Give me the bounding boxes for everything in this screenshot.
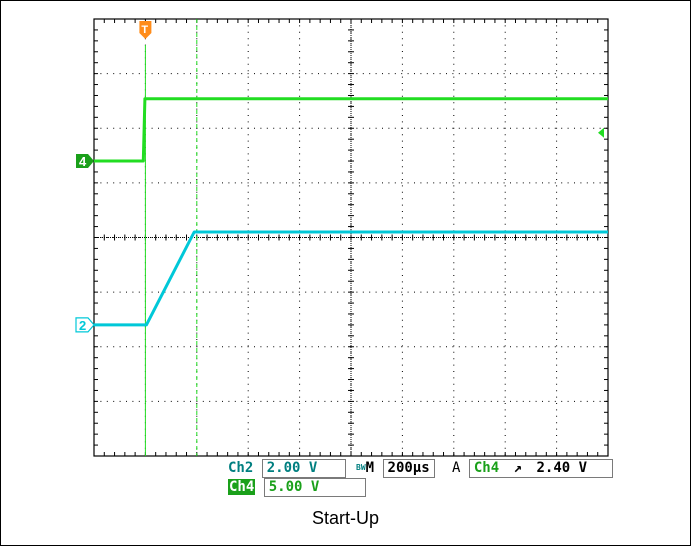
bw-icon: BW	[356, 463, 366, 472]
ch4-ground-marker	[76, 154, 94, 169]
trigger-level: 2.40 V	[536, 460, 588, 476]
timebase-value: 200µs	[382, 459, 435, 478]
ch2-ground-marker	[75, 317, 95, 333]
ch2-readout: Ch2 2.00 V	[228, 459, 346, 478]
graticule-grid	[93, 18, 609, 457]
trigger-box: Ch4 ↗ 2.40 V	[468, 459, 613, 478]
trigger-readout: A Ch4 ↗ 2.40 V	[452, 459, 613, 478]
ch4-label: Ch4	[228, 479, 256, 495]
a-label: A	[452, 460, 461, 476]
trace-ch2	[94, 230, 608, 327]
trigger-level-arrow	[598, 127, 604, 138]
figure-caption: Start-Up	[311, 508, 380, 528]
trigger-source: Ch4	[473, 460, 500, 476]
ch4-scale: 5.00 V	[263, 478, 366, 497]
trigger-marker-label: T	[141, 24, 148, 36]
ch4-ground-label: 4	[79, 154, 87, 169]
ch2-label: Ch2	[228, 460, 254, 476]
traces	[94, 97, 608, 327]
ch4-readout: Ch4 5.00 V	[228, 478, 366, 497]
channel-markers: 4 2 T	[75, 21, 604, 333]
ch2-ground-label: 2	[79, 318, 86, 333]
trace-ch4	[94, 97, 608, 163]
trigger-slope-icon: ↗	[513, 460, 523, 476]
trigger-position-marker	[139, 21, 152, 39]
m-label: M	[365, 460, 375, 476]
ch2-scale: 2.00 V	[261, 459, 346, 478]
timebase-readout: BWM 200µs	[356, 459, 435, 478]
